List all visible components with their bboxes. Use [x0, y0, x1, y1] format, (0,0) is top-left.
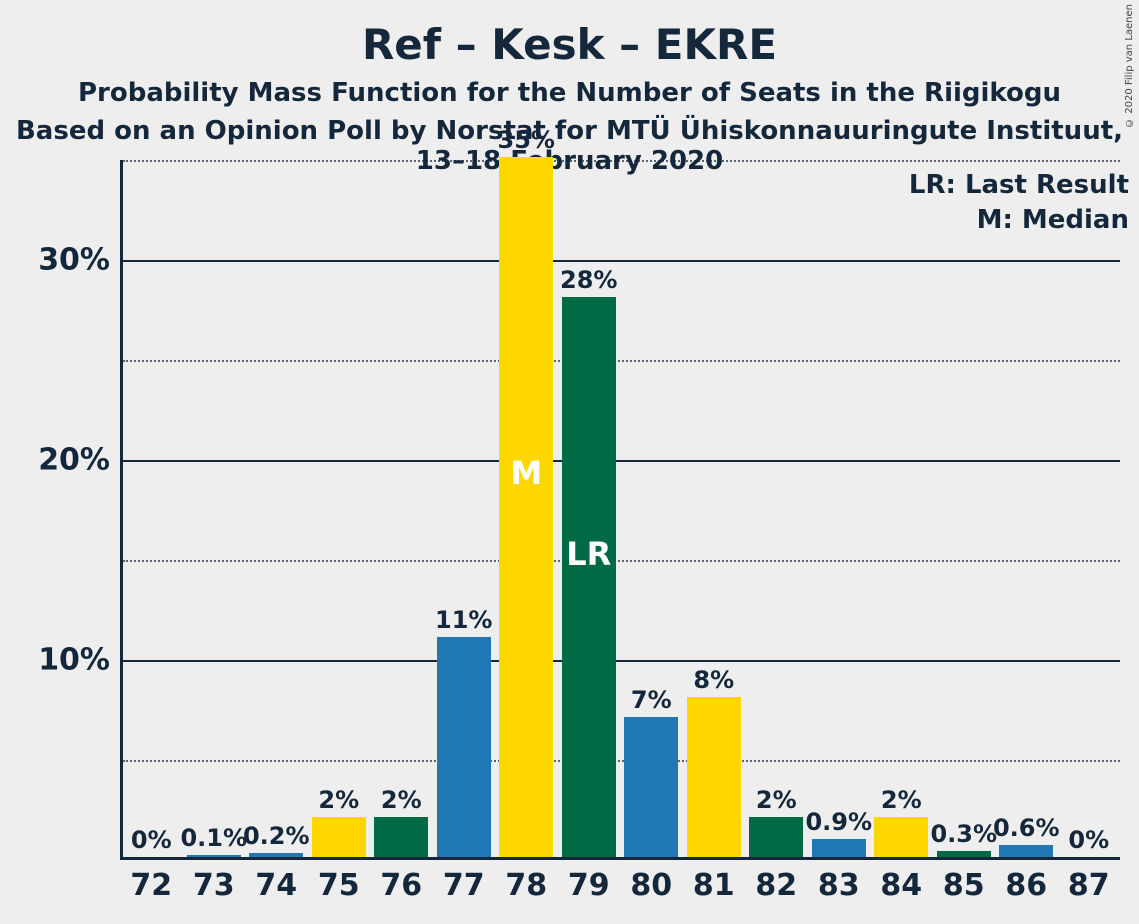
bar — [249, 853, 303, 857]
y-tick-label: 30% — [10, 243, 110, 278]
bar-value-label: 7% — [631, 686, 672, 714]
bar-value-label: 2% — [381, 786, 422, 814]
bar-value-label: 0% — [1068, 826, 1109, 854]
gridline-major — [123, 460, 1120, 462]
chart-subtitle-1: Probability Mass Function for the Number… — [0, 78, 1139, 108]
x-tick-label: 81 — [693, 868, 735, 903]
x-tick-label: 79 — [568, 868, 610, 903]
gridline-minor — [123, 160, 1120, 162]
y-tick-label: 20% — [10, 443, 110, 478]
bar — [374, 817, 428, 857]
x-tick-label: 73 — [193, 868, 235, 903]
bar — [749, 817, 803, 857]
x-tick-label: 74 — [255, 868, 297, 903]
x-tick-label: 75 — [318, 868, 360, 903]
y-axis — [120, 160, 123, 860]
x-tick-label: 85 — [943, 868, 985, 903]
bar-value-label: 0.3% — [930, 820, 997, 848]
bar-value-label: 2% — [756, 786, 797, 814]
bar — [312, 817, 366, 857]
x-tick-label: 86 — [1005, 868, 1047, 903]
bar — [937, 851, 991, 857]
bar-value-label: 8% — [693, 666, 734, 694]
bar-value-label: 35% — [498, 126, 555, 154]
bar — [187, 855, 241, 857]
bar — [499, 157, 553, 857]
chart-container: © 2020 Filip van Laenen Ref – Kesk – EKR… — [0, 0, 1139, 924]
bar-value-label: 0% — [131, 826, 172, 854]
bar — [562, 297, 616, 857]
x-axis — [120, 857, 1120, 860]
plot-area: 10%20%30%0%720.1%730.2%742%752%7611%7735… — [120, 160, 1120, 860]
bar — [687, 697, 741, 857]
x-tick-label: 80 — [630, 868, 672, 903]
gridline-major — [123, 260, 1120, 262]
chart-title: Ref – Kesk – EKRE — [0, 20, 1139, 69]
gridline-minor — [123, 360, 1120, 362]
bar-value-label: 2% — [881, 786, 922, 814]
gridline-major — [123, 660, 1120, 662]
x-tick-label: 84 — [880, 868, 922, 903]
last-result-marker: LR — [566, 535, 611, 573]
bar — [437, 637, 491, 857]
bar-value-label: 0.9% — [805, 808, 872, 836]
x-tick-label: 87 — [1068, 868, 1110, 903]
gridline-minor — [123, 760, 1120, 762]
y-tick-label: 10% — [10, 643, 110, 678]
bar — [874, 817, 928, 857]
bar-value-label: 28% — [560, 266, 617, 294]
bar-value-label: 0.6% — [993, 814, 1060, 842]
bar-value-label: 2% — [318, 786, 359, 814]
x-tick-label: 82 — [755, 868, 797, 903]
bar — [999, 845, 1053, 857]
x-tick-label: 76 — [380, 868, 422, 903]
gridline-minor — [123, 560, 1120, 562]
bar-value-label: 0.1% — [180, 824, 247, 852]
bar-value-label: 0.2% — [243, 822, 310, 850]
x-tick-label: 77 — [443, 868, 485, 903]
x-tick-label: 78 — [505, 868, 547, 903]
bar-value-label: 11% — [435, 606, 492, 634]
bar — [812, 839, 866, 857]
bar — [624, 717, 678, 857]
x-tick-label: 72 — [130, 868, 172, 903]
median-marker: M — [510, 454, 542, 492]
x-tick-label: 83 — [818, 868, 860, 903]
